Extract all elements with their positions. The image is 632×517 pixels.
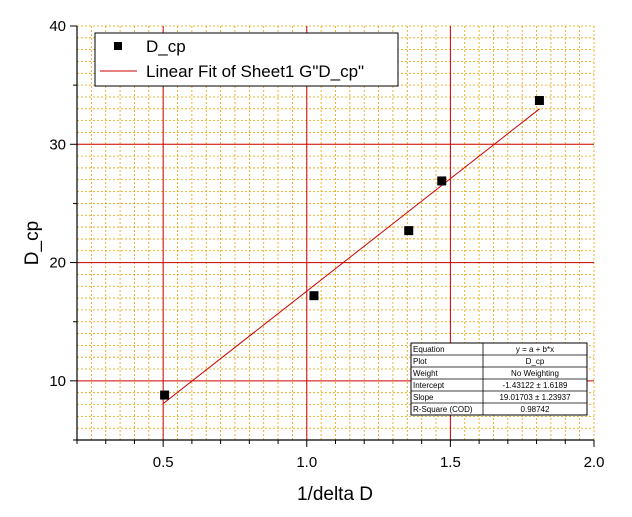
data-point [534, 96, 544, 106]
y-tick-label: 10 [49, 373, 66, 390]
stats-cell-value: 0.98742 [521, 405, 550, 414]
x-tick-label: 1.0 [296, 454, 317, 471]
y-tick-label: 30 [49, 136, 66, 153]
stats-cell-value: D_cp [526, 357, 545, 366]
data-point [437, 176, 447, 186]
stats-cell-label: Weight [413, 369, 439, 378]
stats-cell-value: 19.01703 ± 1.23937 [499, 393, 571, 402]
data-point [309, 291, 319, 301]
data-point [404, 226, 414, 236]
legend-box [94, 32, 399, 87]
linear-fit-line [162, 108, 540, 404]
stats-cell-value: -1.43122 ± 1.6189 [503, 381, 568, 390]
legend: D_cp Linear Fit of Sheet1 G"D_cp" [94, 32, 399, 87]
x-tick-label: 0.5 [153, 454, 174, 471]
stats-cell-label: Slope [413, 393, 434, 402]
x-tick-label: 1.5 [440, 454, 461, 471]
stats-cell-value: No Weighting [511, 369, 559, 378]
y-axis-title: D_cp [22, 221, 43, 265]
stats-cell-label: Intercept [413, 381, 445, 390]
data-point [160, 390, 170, 400]
legend-marker-square [114, 42, 122, 50]
stats-cell-label: Equation [413, 345, 445, 354]
y-tick-label: 20 [49, 255, 66, 272]
x-axis-title: 1/delta D [297, 484, 373, 505]
legend-label-series: D_cp [146, 37, 186, 56]
x-tick-label: 2.0 [584, 454, 605, 471]
fit-layer [162, 108, 540, 404]
data-points [160, 96, 544, 400]
stats-cell-label: R-Square (COD) [413, 405, 473, 414]
legend-label-fit: Linear Fit of Sheet1 G"D_cp" [146, 62, 364, 81]
ticks: 0.5 1.0 1.5 2.0 10 20 30 40 [49, 18, 604, 471]
y-tick-label: 40 [49, 18, 66, 35]
stats-cell-label: Plot [413, 357, 428, 366]
stats-cell-value: y = a + b*x [516, 345, 554, 354]
fit-stats-table: Equation y = a + b*x Plot D_cp Weight No Weig… [410, 342, 588, 416]
